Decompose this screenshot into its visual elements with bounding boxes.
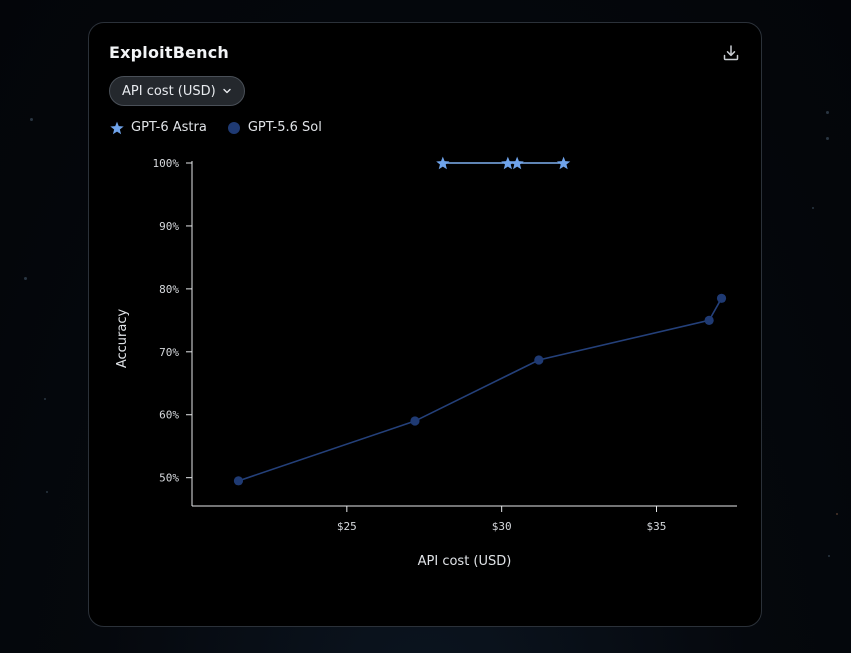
background-speck (24, 277, 27, 280)
y-tick-label: 80% (159, 283, 179, 296)
download-button[interactable] (721, 43, 741, 63)
y-tick-label: 50% (159, 472, 179, 485)
data-point-star[interactable] (556, 156, 571, 170)
y-tick-label: 70% (159, 346, 179, 359)
metric-select[interactable]: API cost (USD) (109, 76, 245, 106)
series-gpt-6-astra (436, 156, 571, 170)
scatter-chart: 50% 60% 70% 80% 90% 100% $25 $30 $35 API cost (U… (115, 156, 737, 569)
background-speck (44, 398, 46, 400)
chart-card: ExploitBench API cost (USD) GPT-6 Astra … (88, 22, 762, 627)
x-tick-label: $30 (492, 520, 512, 533)
y-tick-label: 90% (159, 220, 179, 233)
chevron-down-icon (223, 88, 231, 94)
background-speck (812, 207, 814, 209)
series-line-gpt-5-6-sol (238, 297, 723, 482)
metric-select-value: API cost (USD) (122, 83, 216, 99)
data-point-circle[interactable] (704, 315, 714, 325)
background-speck (826, 137, 829, 140)
data-point-circle[interactable] (534, 355, 544, 365)
data-point-circle[interactable] (410, 416, 420, 426)
y-axis-title: Accuracy (115, 309, 130, 369)
data-point-star[interactable] (501, 156, 515, 170)
star-icon (110, 121, 124, 134)
legend-label: GPT-6 Astra (131, 120, 207, 135)
data-point-star[interactable] (510, 156, 524, 170)
background-speck (30, 118, 33, 121)
background-speck (46, 491, 48, 493)
background-speck (828, 555, 830, 557)
data-point-star[interactable] (436, 156, 450, 170)
legend-label: GPT-5.6 Sol (247, 120, 322, 135)
background-speck (826, 111, 829, 114)
y-tick-label: 100% (153, 157, 180, 170)
data-point-circle[interactable] (233, 476, 244, 486)
background-speck (836, 513, 838, 515)
download-icon (723, 45, 739, 61)
chart-legend: GPT-6 Astra GPT-5.6 Sol (110, 120, 342, 135)
legend-item-gpt-5-6-sol[interactable]: GPT-5.6 Sol (227, 120, 322, 135)
data-point-circle[interactable] (716, 293, 727, 303)
legend-item-gpt-6-astra[interactable]: GPT-6 Astra (110, 120, 207, 135)
card-title: ExploitBench (109, 43, 230, 62)
x-tick-label: $35 (647, 520, 667, 533)
y-tick-label: 60% (159, 409, 179, 422)
x-tick-label: $25 (337, 520, 357, 533)
circle-icon (227, 121, 240, 134)
series-gpt-5-6-sol (233, 293, 727, 486)
x-axis-title: API cost (USD) (418, 554, 512, 569)
